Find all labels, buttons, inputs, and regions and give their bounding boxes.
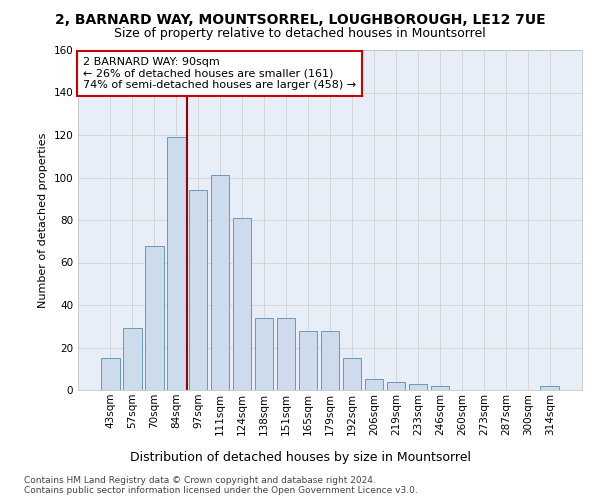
Text: 2, BARNARD WAY, MOUNTSORREL, LOUGHBOROUGH, LE12 7UE: 2, BARNARD WAY, MOUNTSORREL, LOUGHBOROUG…	[55, 12, 545, 26]
Bar	[145, 246, 164, 390]
Y-axis label: Number of detached properties: Number of detached properties	[38, 132, 48, 308]
Bar	[343, 358, 361, 390]
Bar	[255, 318, 274, 390]
Bar	[365, 380, 383, 390]
Text: 2 BARNARD WAY: 90sqm
← 26% of detached houses are smaller (161)
74% of semi-deta: 2 BARNARD WAY: 90sqm ← 26% of detached h…	[83, 57, 356, 90]
Text: Distribution of detached houses by size in Mountsorrel: Distribution of detached houses by size …	[130, 451, 470, 464]
Bar	[233, 218, 251, 390]
Bar	[211, 176, 229, 390]
Bar	[123, 328, 142, 390]
Text: Contains HM Land Registry data © Crown copyright and database right 2024.
Contai: Contains HM Land Registry data © Crown c…	[24, 476, 418, 496]
Bar	[409, 384, 427, 390]
Bar	[431, 386, 449, 390]
Bar	[189, 190, 208, 390]
Bar	[541, 386, 559, 390]
Bar	[167, 137, 185, 390]
Bar	[101, 358, 119, 390]
Bar	[277, 318, 295, 390]
Bar	[386, 382, 405, 390]
Bar	[320, 330, 340, 390]
Bar	[299, 330, 317, 390]
Text: Size of property relative to detached houses in Mountsorrel: Size of property relative to detached ho…	[114, 28, 486, 40]
